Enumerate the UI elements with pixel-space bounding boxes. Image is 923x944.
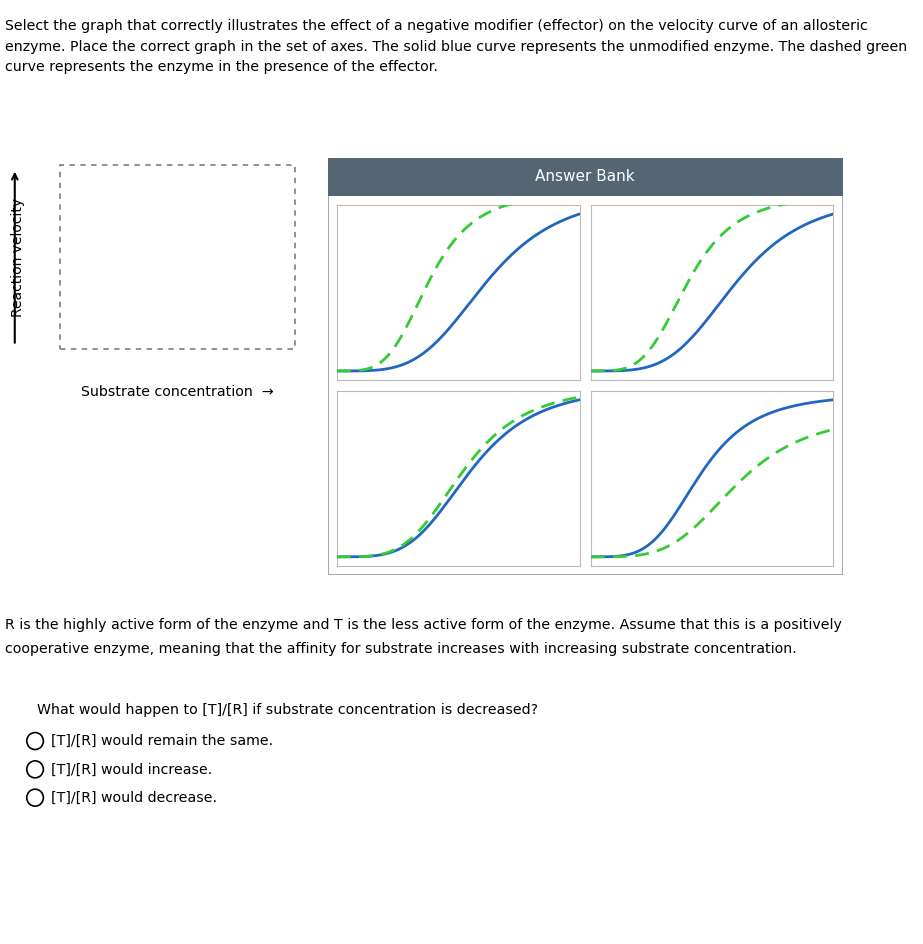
Text: Select the graph that correctly illustrates the effect of a negative modifier (e: Select the graph that correctly illustra… (5, 19, 868, 33)
Text: cooperative enzyme, meaning that the affinity for substrate increases with incre: cooperative enzyme, meaning that the aff… (5, 642, 797, 656)
FancyBboxPatch shape (60, 165, 295, 349)
Text: [T]/[R] would decrease.: [T]/[R] would decrease. (51, 791, 217, 804)
Text: enzyme. Place the correct graph in the set of axes. The solid blue curve represe: enzyme. Place the correct graph in the s… (5, 40, 907, 54)
Text: What would happen to [T]/[R] if substrate concentration is decreased?: What would happen to [T]/[R] if substrat… (37, 703, 538, 717)
Text: [T]/[R] would increase.: [T]/[R] would increase. (51, 763, 212, 776)
Text: [T]/[R] would remain the same.: [T]/[R] would remain the same. (51, 734, 273, 748)
Text: R is the highly active form of the enzyme and T is the less active form of the e: R is the highly active form of the enzym… (5, 618, 842, 632)
Text: Substrate concentration  →: Substrate concentration → (81, 385, 274, 399)
Text: curve represents the enzyme in the presence of the effector.: curve represents the enzyme in the prese… (5, 60, 438, 75)
Text: Answer Bank: Answer Bank (535, 169, 635, 184)
Text: Reaction velocity: Reaction velocity (11, 197, 26, 317)
